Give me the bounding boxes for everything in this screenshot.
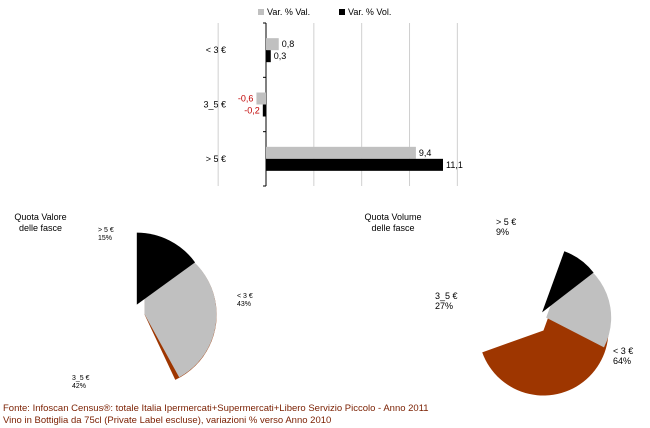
pie-slice [542,251,594,313]
footnote-source: Fonte: Infoscan Census®: totale Italia I… [3,403,429,414]
bar-vol [266,158,443,171]
legend-item-val: Var. % Val. [258,7,310,17]
data-label: -0,6 [238,94,254,104]
caption-quota-valore: Quota Valore delle fasce [8,212,73,234]
pie-slice-label: < 3 € [237,293,253,300]
legend-label-val: Var. % Val. [267,7,311,17]
legend-item-vol: Var. % Vol. [339,7,391,17]
pie-slice-label: > 5 € [98,227,114,234]
footnote-note: Vino in Bottiglia da 75cl (Private Label… [3,415,332,426]
pie-slice-pct: 27% [435,301,453,311]
caption-volume-line2: delle fasce [371,223,415,233]
bar-vol [266,50,271,63]
bar-val [256,92,266,105]
pie-slice-label: 3_5 € [435,291,458,301]
pie-slice-pct: 42% [72,383,86,390]
data-label: 0,8 [282,39,295,49]
pie-slice-pct: 15% [98,235,112,242]
data-label: 9,4 [419,148,432,158]
caption-valore-line1: Quota Valore [14,212,67,222]
pie-slice-pct: 9% [496,227,509,237]
pie-slice-label: 3_5 € [72,375,90,382]
pie-slice-label: < 3 € [613,346,633,356]
category-label: < 3 € [206,45,226,55]
data-label: 0,3 [274,51,287,61]
data-label: -0,2 [244,106,260,116]
category-label: 3_5 € [203,100,226,110]
legend-swatch-val [258,9,264,15]
pie-slice-pct: 64% [613,356,631,366]
legend-label-vol: Var. % Vol. [348,7,392,17]
pie-slice [136,232,196,305]
bar-vol [262,104,266,117]
caption-valore-line2: delle fasce [18,223,63,233]
legend-swatch-vol [339,9,345,15]
pie-slice-pct: 43% [237,301,251,308]
bar-val [266,38,279,51]
caption-volume-line1: Quota Volume [364,212,422,222]
category-label: > 5 € [206,154,226,164]
caption-quota-volume: Quota Volume delle fasce [357,212,429,234]
bar-val [266,146,416,159]
pie-slice-label: > 5 € [496,217,516,227]
data-label: 11,1 [446,160,463,170]
